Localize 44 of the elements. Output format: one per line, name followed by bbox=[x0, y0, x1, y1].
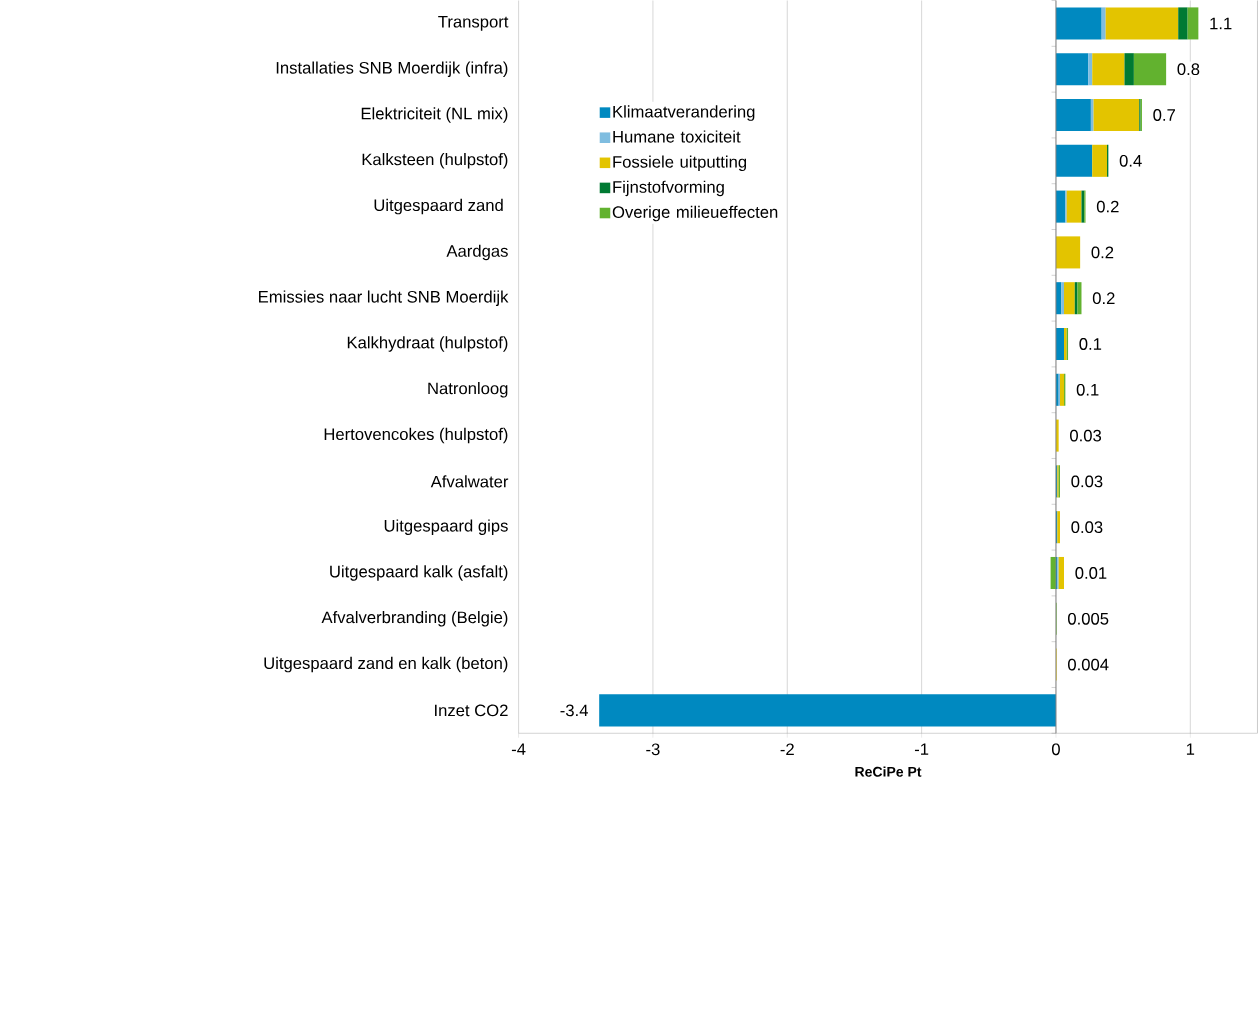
total-label: 0.03 bbox=[1070, 429, 1102, 442]
x-tick-label: -1 bbox=[914, 743, 929, 755]
x-tick-label: 1 bbox=[1186, 743, 1195, 755]
total-label: 0.01 bbox=[1075, 567, 1107, 579]
total-label: 0.1 bbox=[1079, 338, 1102, 350]
y-tick-label: Inzet CO2 bbox=[435, 704, 508, 717]
total-label: 0.2 bbox=[1096, 200, 1119, 213]
total-label: 0.03 bbox=[1071, 475, 1103, 488]
x-tick-label: 0 bbox=[1051, 743, 1060, 756]
total-label: 0.8 bbox=[1177, 63, 1200, 76]
x-axis-title: ReCiPe Pt bbox=[855, 766, 922, 777]
legend-label: Fijnstofvorming bbox=[613, 180, 724, 197]
total-label: 1.1 bbox=[1210, 17, 1232, 30]
total-label: 0.1 bbox=[1076, 383, 1099, 396]
y-tick-label: Afvalverbranding (Belgie) bbox=[321, 611, 508, 627]
legend-label: Fossiele uitputting bbox=[613, 155, 747, 172]
y-tick-label: Uitgespaard zand en kalk (beton) bbox=[264, 656, 508, 673]
y-tick-label: Hertovencokes (hulpstof) bbox=[324, 427, 508, 444]
y-tick-label: Natronloog bbox=[428, 382, 508, 398]
total-label: 0.004 bbox=[1068, 658, 1109, 671]
legend-label: Overige milieueffecten bbox=[612, 205, 778, 222]
legend-label: Klimaatverandering bbox=[613, 105, 755, 121]
y-tick-label: Kalksteen (hulpstof) bbox=[362, 153, 508, 169]
y-tick-label: Emissies naar lucht SNB Moerdijk bbox=[259, 290, 509, 306]
y-tick-label: Kalkhydraat (hulpstof) bbox=[347, 336, 508, 352]
x-tick-label: -3 bbox=[646, 743, 660, 756]
y-tick-label: Elektriciteit (NL mix) bbox=[361, 107, 508, 123]
total-label: 0.005 bbox=[1068, 612, 1109, 625]
total-label: 0.2 bbox=[1092, 292, 1115, 305]
y-tick-label: Aardgas bbox=[446, 244, 508, 261]
total-label: 0.03 bbox=[1071, 521, 1103, 534]
x-tick-label: -2 bbox=[780, 743, 794, 756]
y-tick-label: Uitgespaard zand bbox=[374, 198, 503, 215]
y-tick-label: Uitgespaard gips bbox=[384, 519, 508, 535]
total-label: 0.4 bbox=[1119, 154, 1142, 167]
y-tick-label: Transport bbox=[438, 15, 509, 31]
x-tick-label: -4 bbox=[511, 743, 526, 755]
total-label: -3.4 bbox=[560, 704, 588, 717]
y-tick-label: Uitgespaard kalk (asfalt) bbox=[330, 565, 508, 581]
y-tick-label: Installaties SNB Moerdijk (infra) bbox=[276, 61, 508, 77]
legend-label: Humane toxiciteit bbox=[613, 130, 741, 143]
y-tick-label: Afvalwater bbox=[430, 475, 509, 488]
total-label: 0.7 bbox=[1153, 109, 1175, 121]
total-label: 0.2 bbox=[1091, 246, 1114, 259]
